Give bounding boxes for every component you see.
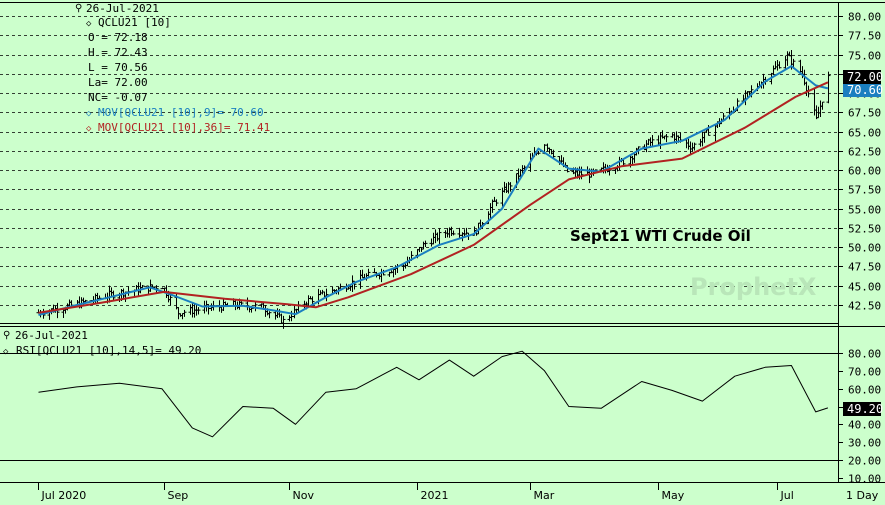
rsi-badge-text: 49.20 bbox=[847, 402, 883, 416]
header-mov36: MOV[QCLU21 [10],36]= 71.41 bbox=[98, 121, 270, 134]
rsi-search-icon[interactable]: ⚲ bbox=[3, 330, 10, 341]
moving-averages bbox=[38, 65, 829, 316]
x-tick-label: Jul bbox=[780, 489, 794, 502]
rsi-grid bbox=[0, 353, 838, 461]
ohlc-bar bbox=[182, 309, 187, 317]
ohlc-bar bbox=[239, 301, 244, 306]
ohlc-bar bbox=[508, 182, 513, 192]
search-icon[interactable]: ⚲ bbox=[75, 3, 82, 14]
rsi-tick-label: 30.00 bbox=[848, 437, 881, 450]
ohlc-bar bbox=[168, 295, 173, 306]
x-tick-label: Sep bbox=[168, 489, 189, 502]
last-price-badge bbox=[843, 70, 881, 84]
rsi-header-label: RSI[QCLU21 [10],14,5]= 49.20 bbox=[16, 344, 201, 357]
rsi-line bbox=[38, 350, 829, 438]
ohlc-bar bbox=[650, 134, 655, 147]
price-tick-label: 77.50 bbox=[848, 30, 881, 43]
price-tick-label: 57.50 bbox=[848, 184, 881, 197]
ohlc-bar bbox=[338, 283, 343, 289]
price-tick-label: 45.00 bbox=[848, 281, 881, 294]
x-axis: Jul 2020 Sep Nov 2021 Mar May Jul bbox=[38, 483, 794, 502]
price-tick-label: 62.50 bbox=[848, 146, 881, 159]
rsi-tick-label: 60.00 bbox=[848, 384, 881, 397]
rsi-header-date: 26-Jul-2021 bbox=[15, 329, 88, 342]
mov9-diamond-icon: ◇ bbox=[86, 109, 92, 119]
price-header: ⚲ 26-Jul-2021 ◇ QCLU21 [10] O = 72.18 H … bbox=[75, 2, 270, 134]
header-high: H = 72.43 bbox=[88, 46, 148, 59]
x-tick-label: Nov bbox=[293, 489, 315, 502]
ohlc-bar bbox=[140, 284, 145, 289]
ohlc-bar bbox=[267, 311, 272, 319]
ohlc-bar bbox=[664, 133, 669, 143]
watermark: ProphetX bbox=[690, 273, 817, 301]
rsi-tick-label: 10.00 bbox=[848, 473, 881, 486]
price-tick-label: 65.00 bbox=[848, 127, 881, 140]
ohlc-bar bbox=[706, 124, 711, 136]
rsi-tick-label: 80.00 bbox=[848, 348, 881, 361]
x-tick-label: 2021 bbox=[421, 489, 449, 502]
diamond-icon: ◇ bbox=[86, 19, 92, 29]
price-y-axis: 42.50 45.00 47.50 50.00 52.50 55.00 57.50 60.00… bbox=[838, 11, 881, 313]
ohlc-bar bbox=[820, 101, 825, 110]
ohlc-bar bbox=[551, 149, 556, 159]
price-tick-label: 67.50 bbox=[848, 107, 881, 120]
timeframe-label[interactable]: 1 Day bbox=[846, 489, 879, 502]
header-low: L = 70.56 bbox=[88, 61, 148, 74]
rsi-tick-label: 40.00 bbox=[848, 419, 881, 432]
header-open: O = 72.18 bbox=[88, 31, 148, 44]
mov9-line bbox=[38, 65, 829, 316]
header-mov9: MOV[QCLU21 [10],9]= 70.60 bbox=[98, 106, 264, 119]
mov36-line bbox=[38, 81, 829, 314]
rsi-badge bbox=[843, 402, 881, 416]
ohlc-bar bbox=[281, 315, 286, 329]
mov9-badge-text: 70.60 bbox=[847, 83, 883, 97]
header-last: La= 72.00 bbox=[88, 76, 148, 89]
ohlc-bar bbox=[826, 71, 831, 104]
header-net-change: NC= -0.07 bbox=[88, 91, 148, 104]
ohlc-bar bbox=[536, 150, 541, 155]
ohlc-bar bbox=[777, 61, 782, 69]
header-date: 26-Jul-2021 bbox=[86, 2, 159, 15]
rsi-header: ⚲ 26-Jul-2021 ◇ RSI[QCLU21 [10],14,5]= 4… bbox=[3, 329, 201, 357]
ohlc-bar bbox=[423, 240, 428, 248]
price-tick-label: 75.00 bbox=[848, 50, 881, 63]
rsi-tick-label: 20.00 bbox=[848, 455, 881, 468]
ohlc-bar bbox=[494, 199, 499, 207]
x-tick-label: May bbox=[662, 489, 685, 502]
mov9-badge bbox=[843, 84, 881, 97]
last-price-badge-text: 72.00 bbox=[847, 70, 883, 84]
price-tick-label: 52.50 bbox=[848, 223, 881, 236]
ohlc-bar bbox=[692, 142, 697, 151]
rsi-diamond-icon: ◇ bbox=[3, 347, 9, 357]
x-tick-label: Mar bbox=[534, 489, 555, 502]
ohlc-bar bbox=[437, 228, 442, 245]
price-tick-label: 80.00 bbox=[848, 11, 881, 24]
header-symbol: QCLU21 [10] bbox=[98, 16, 171, 29]
price-tick-label: 42.50 bbox=[848, 300, 881, 313]
ohlc-bar bbox=[196, 307, 201, 315]
price-tick-label: 50.00 bbox=[848, 242, 881, 255]
price-frame bbox=[0, 2, 885, 483]
price-badges: 72.00 70.60 bbox=[843, 70, 883, 97]
ohlc-bar bbox=[366, 268, 371, 277]
price-tick-label: 60.00 bbox=[848, 165, 881, 178]
mov36-diamond-icon: ◇ bbox=[86, 124, 92, 134]
price-tick-label: 55.00 bbox=[848, 204, 881, 217]
ohlc-bar bbox=[451, 230, 456, 236]
price-tick-label: 47.50 bbox=[848, 261, 881, 274]
chart-annotation: Sept21 WTI Crude Oil bbox=[570, 227, 751, 245]
x-tick-label: Jul 2020 bbox=[41, 489, 87, 502]
rsi-series-line bbox=[38, 350, 829, 438]
rsi-tick-label: 70.00 bbox=[848, 366, 881, 379]
